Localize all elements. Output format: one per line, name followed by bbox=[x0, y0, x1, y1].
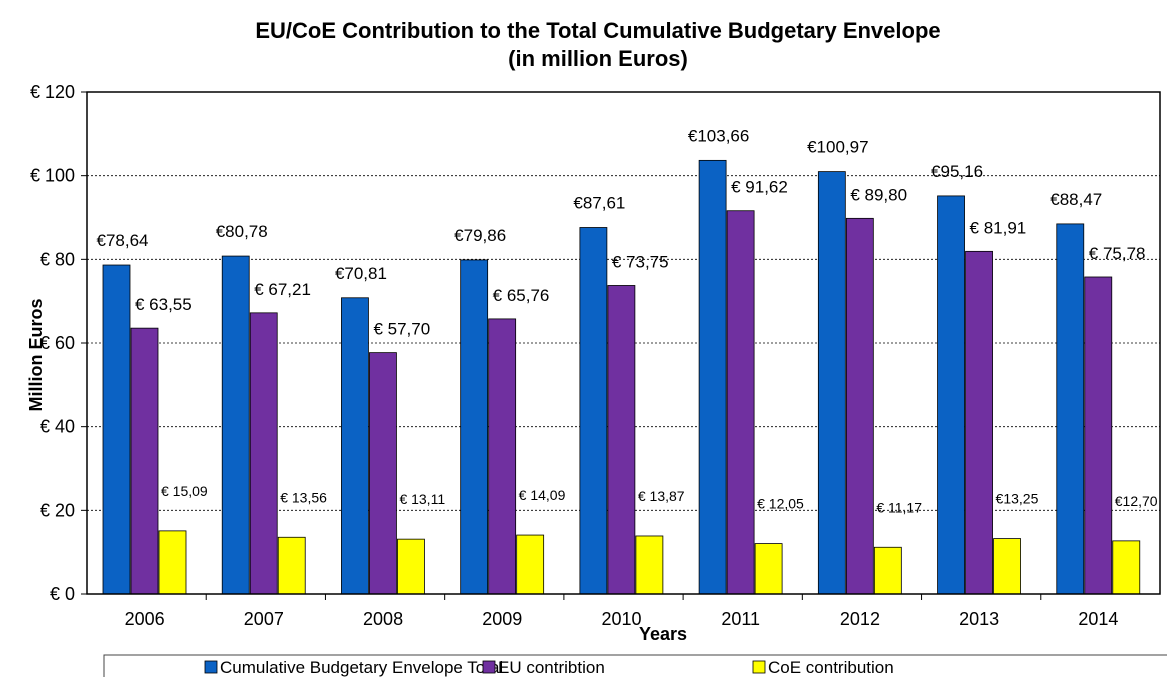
bar-eu-2009 bbox=[488, 318, 517, 595]
x-tick-label: 2011 bbox=[721, 609, 760, 629]
data-label: €88,47 bbox=[1050, 190, 1102, 209]
x-tick-label: 2009 bbox=[482, 609, 522, 629]
data-label: € 11,17 bbox=[876, 499, 922, 515]
data-label: € 81,91 bbox=[970, 218, 1027, 237]
data-labels: €78,64 € 63,55 € 15,09 €80,78 € 67,21 € 13,56… bbox=[97, 126, 1158, 515]
x-tick-label: 2006 bbox=[125, 609, 165, 629]
y-tick-label: € 80 bbox=[40, 249, 75, 269]
legend-label: Cumulative Budgetary Envelope Total bbox=[220, 658, 503, 677]
data-label: € 67,21 bbox=[254, 280, 311, 299]
bar-coe-2014 bbox=[1112, 540, 1141, 595]
bar-eu-2008 bbox=[369, 352, 397, 595]
data-label: €80,78 bbox=[216, 222, 268, 241]
y-axis-ticks: € 0 € 20 € 40 € 60 € 80 € 100 € 120 bbox=[30, 82, 87, 604]
legend-label: EU contribtion bbox=[498, 658, 605, 677]
x-tick-label: 2008 bbox=[363, 609, 403, 629]
data-label: € 13,87 bbox=[638, 488, 685, 504]
x-tick-label: 2013 bbox=[959, 609, 999, 629]
x-tick-label: 2014 bbox=[1078, 609, 1118, 629]
bar-eu-2011 bbox=[726, 210, 755, 595]
bar-eu-2013 bbox=[965, 250, 993, 595]
y-tick-label: € 20 bbox=[40, 500, 75, 520]
bar-coe-2011 bbox=[754, 543, 783, 595]
legend-swatch bbox=[204, 660, 218, 674]
x-tick-label: 2007 bbox=[244, 609, 284, 629]
bar-total-2006 bbox=[102, 264, 131, 595]
x-axis-ticks: 2006 2007 2008 2009 2010 2011 2012 2013 2014 bbox=[125, 594, 1118, 629]
data-label: €103,66 bbox=[688, 126, 749, 145]
x-tick-label: 2012 bbox=[840, 609, 880, 629]
data-label: €70,81 bbox=[335, 264, 387, 283]
data-label: € 57,70 bbox=[373, 320, 430, 339]
bar-eu-2007 bbox=[249, 312, 278, 595]
data-label: €87,61 bbox=[573, 193, 625, 212]
bar-coe-2013 bbox=[993, 538, 1021, 595]
data-label: € 91,62 bbox=[731, 178, 788, 197]
data-label: € 63,55 bbox=[135, 295, 192, 314]
data-label: €79,86 bbox=[454, 226, 506, 245]
bar-coe-2010 bbox=[635, 535, 664, 595]
chart-title: EU/CoE Contribution to the Total Cumulat… bbox=[255, 18, 940, 43]
bar-coe-2008 bbox=[397, 538, 425, 595]
data-label: € 73,75 bbox=[612, 252, 669, 271]
legend-label: CoE contribution bbox=[768, 658, 894, 677]
data-label: € 75,78 bbox=[1089, 244, 1146, 263]
data-label: € 15,09 bbox=[161, 483, 208, 499]
bar-total-2012 bbox=[817, 171, 846, 595]
data-label: € 89,80 bbox=[850, 185, 907, 204]
y-axis-label: Million Euros bbox=[26, 298, 46, 411]
chart-subtitle: (in million Euros) bbox=[508, 46, 688, 71]
plot-frame bbox=[86, 91, 1161, 595]
data-label: €12,70 bbox=[1115, 493, 1158, 509]
bar-total-2011 bbox=[698, 159, 727, 595]
bar-eu-2006 bbox=[130, 327, 159, 595]
data-label: € 65,76 bbox=[493, 286, 550, 305]
y-tick-label: € 40 bbox=[40, 417, 75, 437]
data-label: € 12,05 bbox=[757, 496, 804, 512]
data-label: €100,97 bbox=[807, 138, 868, 157]
data-label: €95,16 bbox=[931, 162, 983, 181]
bar-total-2008 bbox=[341, 297, 369, 595]
bars bbox=[102, 159, 1141, 595]
x-tick-label: 2010 bbox=[601, 609, 641, 629]
x-axis-label: Years bbox=[639, 624, 687, 644]
y-tick-label: € 120 bbox=[30, 82, 75, 102]
bar-total-2009 bbox=[460, 259, 489, 595]
bar-total-2014 bbox=[1056, 223, 1085, 595]
data-label: € 13,56 bbox=[280, 489, 327, 505]
bar-coe-2006 bbox=[158, 530, 187, 595]
bar-eu-2014 bbox=[1084, 276, 1113, 595]
bar-eu-2012 bbox=[845, 217, 874, 595]
bar-coe-2012 bbox=[873, 546, 902, 595]
legend-swatch bbox=[482, 660, 496, 674]
bar-coe-2007 bbox=[277, 536, 306, 595]
bar-total-2013 bbox=[937, 195, 965, 595]
bar-coe-2009 bbox=[516, 534, 545, 595]
legend-swatch bbox=[752, 660, 766, 674]
y-tick-label: € 60 bbox=[40, 333, 75, 353]
y-tick-label: € 100 bbox=[30, 166, 75, 186]
data-label: € 13,11 bbox=[399, 491, 445, 507]
data-label: € 14,09 bbox=[519, 487, 566, 503]
bar-total-2007 bbox=[221, 255, 250, 595]
bar-eu-2010 bbox=[607, 285, 636, 595]
bar-total-2010 bbox=[579, 227, 608, 595]
data-label: €13,25 bbox=[996, 491, 1039, 507]
legend-box bbox=[103, 654, 1167, 677]
y-tick-label: € 0 bbox=[50, 584, 75, 604]
data-label: €78,64 bbox=[97, 231, 149, 250]
